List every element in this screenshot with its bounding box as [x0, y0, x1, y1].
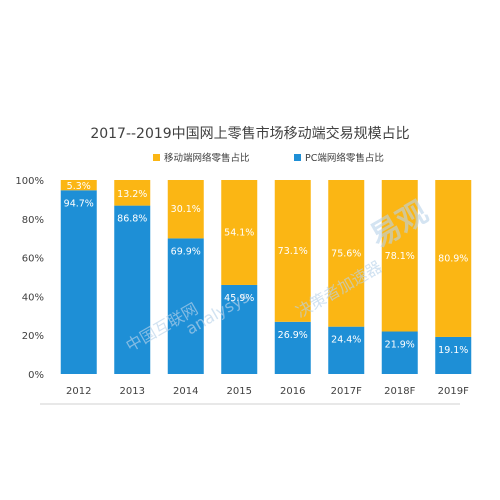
- y-tick-label: 0%: [28, 370, 44, 381]
- bar-pc-label: 26.9%: [278, 330, 308, 341]
- bar-pc-label: 19.1%: [438, 345, 468, 356]
- y-tick-label: 100%: [15, 176, 44, 187]
- bar-pc-label: 21.9%: [385, 340, 415, 351]
- bar-mobile-label: 73.1%: [278, 246, 308, 257]
- y-tick-label: 80%: [22, 215, 44, 226]
- bar-mobile-segment: [60, 180, 97, 191]
- legend-swatch: [153, 154, 160, 161]
- bar-mobile-segment: [221, 180, 258, 285]
- bar-mobile-label: 78.1%: [385, 251, 415, 262]
- x-tick-label: 2015: [227, 386, 252, 397]
- chart-title: 2017--2019中国网上零售市场移动端交易规模占比: [90, 125, 409, 142]
- bar-mobile-label: 75.6%: [331, 248, 361, 259]
- bar-pc-segment: [381, 331, 418, 374]
- bar-mobile-label: 13.2%: [117, 189, 147, 200]
- bar-pc-segment: [114, 205, 151, 374]
- bar-pc-label: 94.7%: [64, 198, 94, 209]
- bar-mobile-segment: [435, 180, 472, 337]
- bar-mobile-label: 80.9%: [438, 253, 468, 264]
- bar-pc-segment: [221, 284, 258, 374]
- y-axis: 0% 20% 40% 60% 80% 100%: [15, 176, 44, 381]
- x-axis: 2012 2013 2014 2015 2016 2017F 2018F 2019F: [66, 386, 469, 397]
- bars: 94.7% 5.3% 86.8% 13.2% 69.9% 30.1% 45.9% 54.1% 2…: [60, 180, 472, 374]
- legend: 移动端网络零售占比 PC端网络零售占比: [153, 152, 384, 164]
- bar-pc-segment: [60, 190, 97, 374]
- bar-mobile-label: 5.3%: [67, 181, 91, 192]
- legend-label: 移动端网络零售占比: [164, 152, 250, 164]
- bar-mobile-segment: [274, 180, 311, 322]
- bar-mobile-segment: [381, 180, 418, 332]
- y-tick-label: 40%: [22, 292, 44, 303]
- x-tick-label: 2014: [173, 386, 198, 397]
- bar-mobile-segment: [328, 180, 365, 327]
- bar-mobile-label: 54.1%: [224, 227, 254, 238]
- bar-pc-segment: [435, 336, 472, 374]
- bar-pc-label: 24.4%: [331, 335, 361, 346]
- bar-mobile-segment: [114, 180, 151, 206]
- bar-mobile-label: 30.1%: [171, 204, 201, 215]
- y-tick-label: 60%: [22, 254, 44, 265]
- x-tick-label: 2012: [66, 386, 91, 397]
- bar-pc-label: 45.9%: [224, 293, 254, 304]
- x-tick-label: 2019F: [438, 386, 469, 397]
- legend-label: PC端网络零售占比: [305, 152, 384, 164]
- x-tick-label: 2016: [280, 386, 305, 397]
- y-tick-label: 20%: [22, 331, 44, 342]
- bar-mobile-segment: [167, 180, 204, 239]
- x-tick-label: 2013: [120, 386, 145, 397]
- legend-swatch: [294, 154, 301, 161]
- bar-pc-label: 69.9%: [171, 246, 201, 257]
- x-tick-label: 2018F: [384, 386, 415, 397]
- bar-pc-segment: [328, 326, 365, 374]
- bar-pc-segment: [274, 321, 311, 374]
- bar-pc-segment: [167, 238, 204, 374]
- x-tick-label: 2017F: [331, 386, 362, 397]
- bar-pc-label: 86.8%: [117, 214, 147, 225]
